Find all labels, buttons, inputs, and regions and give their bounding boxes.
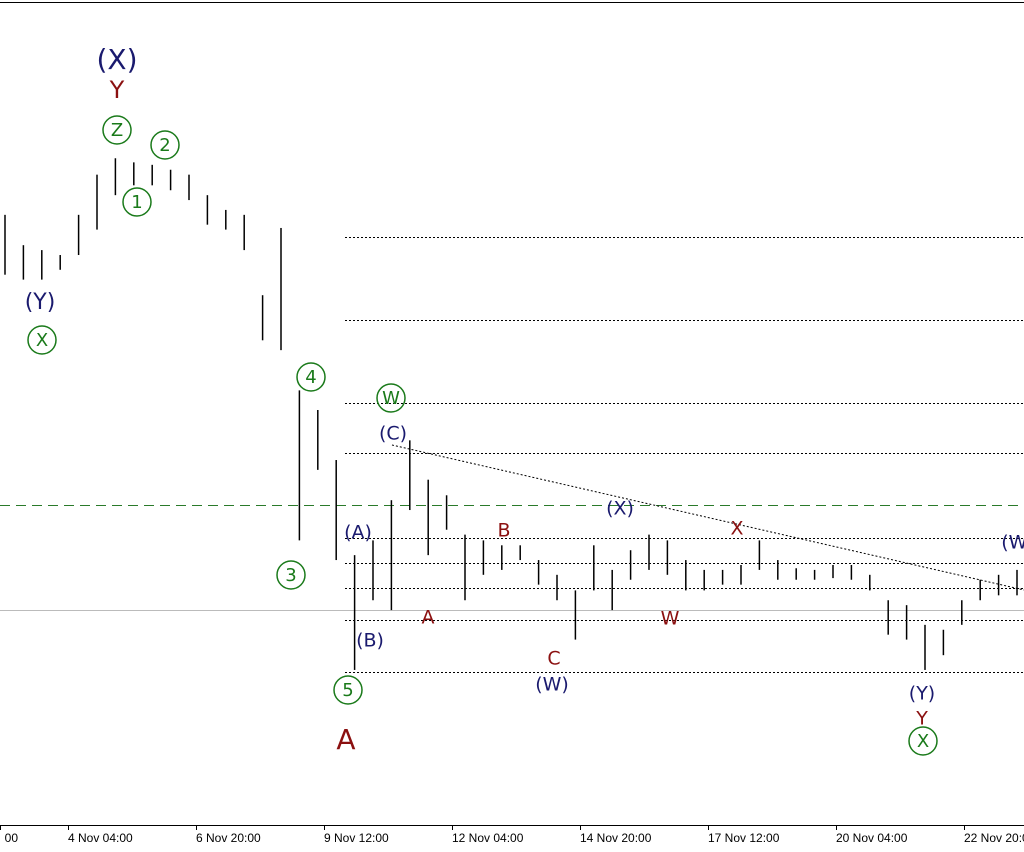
- wave-label-text: A: [422, 607, 435, 629]
- wave-label: (C): [379, 423, 407, 445]
- wave-label: B: [497, 520, 510, 542]
- wave-label-text: (Y): [909, 683, 935, 705]
- wave-label-text: Y: [915, 708, 928, 730]
- wave-label-text: 5: [342, 680, 353, 701]
- wave-label: (X): [606, 498, 634, 520]
- wave-label: C: [547, 648, 560, 670]
- wave-label: X: [27, 325, 57, 355]
- wave-label-text: (A): [344, 522, 372, 544]
- x-tick-label: 4 Nov 04:00: [68, 831, 133, 845]
- x-tick-label: 6 Nov 20:00: [196, 831, 261, 845]
- x-tick-label: 9 Nov 12:00: [324, 831, 389, 845]
- label-circle: [376, 383, 406, 413]
- wave-label-text: A: [336, 723, 355, 756]
- wave-label: X: [908, 726, 938, 756]
- wave-label: A: [336, 723, 355, 756]
- wave-label: (X): [96, 43, 137, 76]
- wave-label-text: X: [36, 330, 48, 351]
- label-circle: [150, 130, 180, 160]
- wave-label: 2: [150, 130, 180, 160]
- wave-label-text: 2: [159, 135, 170, 156]
- wave-label-text: B: [497, 520, 510, 542]
- x-tick-label: 00: [5, 831, 19, 845]
- wave-label: (W): [535, 674, 569, 696]
- wave-label: (B): [356, 630, 384, 652]
- label-circle: [122, 187, 152, 217]
- wave-label-text: (W): [535, 674, 569, 696]
- wave-label: (Y): [25, 290, 56, 315]
- wave-label: 5: [333, 675, 363, 705]
- wave-label: (W): [1001, 532, 1024, 554]
- wave-label-text: X: [917, 731, 929, 752]
- wave-label: W: [376, 383, 406, 413]
- wave-label: A: [422, 607, 435, 629]
- wave-label-text: C: [547, 648, 560, 670]
- label-circle: [333, 675, 363, 705]
- wave-label-text: (Y): [25, 290, 56, 315]
- wave-label: 3: [276, 560, 306, 590]
- wave-label-text: 1: [131, 192, 142, 213]
- wave-label-text: 4: [305, 367, 316, 388]
- wave-label-text: (W): [1001, 532, 1024, 554]
- wave-label: 1: [122, 187, 152, 217]
- label-circle: [908, 726, 938, 756]
- x-tick-label: 12 Nov 04:00: [452, 831, 524, 845]
- x-tick-label: 17 Nov 12:00: [708, 831, 780, 845]
- label-circle: [276, 560, 306, 590]
- label-circle: [296, 362, 326, 392]
- wave-label: Z: [102, 115, 132, 145]
- wave-label-text: (X): [96, 43, 137, 76]
- wave-label: Y: [915, 708, 928, 730]
- wave-label-text: X: [730, 518, 743, 540]
- wave-label: X: [730, 518, 743, 540]
- x-tick-label: 22 Nov 20:00: [964, 831, 1024, 845]
- wave-label-text: Y: [109, 76, 125, 104]
- wave-label-text: W: [661, 608, 680, 630]
- wave-label: Y: [109, 76, 125, 104]
- wave-label: (Y): [909, 683, 935, 705]
- wave-label-text: 3: [285, 565, 296, 586]
- wave-label: 4: [296, 362, 326, 392]
- wave-label: W: [661, 608, 680, 630]
- wave-label-text: (B): [356, 630, 384, 652]
- wave-label-text: Z: [111, 120, 123, 141]
- label-circle: [27, 325, 57, 355]
- label-circle: [102, 115, 132, 145]
- wave-label: (A): [344, 522, 372, 544]
- wave-label-text: (X): [606, 498, 634, 520]
- x-tick-label: 20 Nov 04:00: [836, 831, 908, 845]
- wave-label-text: W: [382, 388, 400, 409]
- levels: [0, 237, 1024, 673]
- x-tick-label: 14 Nov 20:00: [580, 831, 652, 845]
- wave-label-text: (C): [379, 423, 407, 445]
- trend-line: [391, 444, 1024, 591]
